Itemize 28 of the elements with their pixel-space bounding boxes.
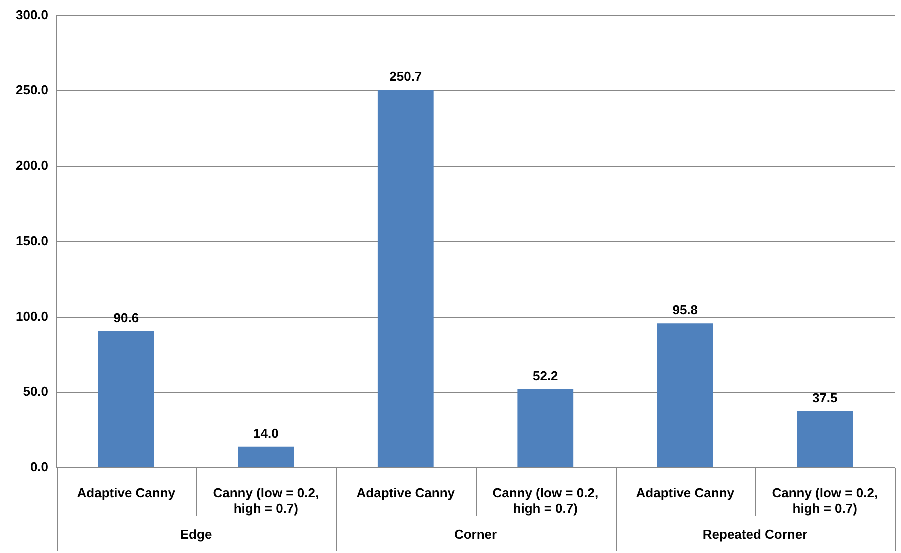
data-label: 14.0 — [253, 426, 279, 441]
data-label: 37.5 — [812, 390, 838, 406]
bar — [378, 90, 434, 468]
bar — [657, 324, 714, 468]
y-tick-label: 300.0 — [16, 7, 49, 22]
data-label: 52.2 — [532, 368, 558, 384]
y-tick-label: 50.0 — [23, 384, 49, 400]
x-tick-label: Canny (low = 0.2, high = 0.7) — [772, 485, 878, 516]
y-tick-label: 200.0 — [16, 158, 49, 174]
x-tick-label: Adaptive Canny — [356, 485, 456, 500]
data-label: 250.7 — [390, 69, 422, 84]
y-tick-label: 250.0 — [16, 82, 49, 98]
x-tick-label: Adaptive Canny — [77, 485, 176, 500]
x-tick-label: Canny (low = 0.2, high = 0.7) — [213, 485, 320, 516]
text: Corner — [454, 527, 498, 542]
data-label: 90.6 — [114, 310, 140, 326]
bar — [518, 389, 574, 468]
x-tick-label: Canny (low = 0.2, high = 0.7) — [492, 485, 599, 516]
y-tick-label: 0.0 — [30, 460, 49, 475]
bar — [797, 411, 854, 468]
x-tick-label: Adaptive Canny — [636, 485, 736, 500]
text: Edge — [180, 527, 212, 542]
y-tick-label: 150.0 — [16, 233, 49, 248]
bar — [238, 446, 294, 468]
bar — [98, 331, 154, 468]
y-tick-label: 100.0 — [16, 308, 49, 324]
text: Repeated Corner — [702, 527, 808, 542]
data-label: 95.8 — [672, 302, 698, 318]
